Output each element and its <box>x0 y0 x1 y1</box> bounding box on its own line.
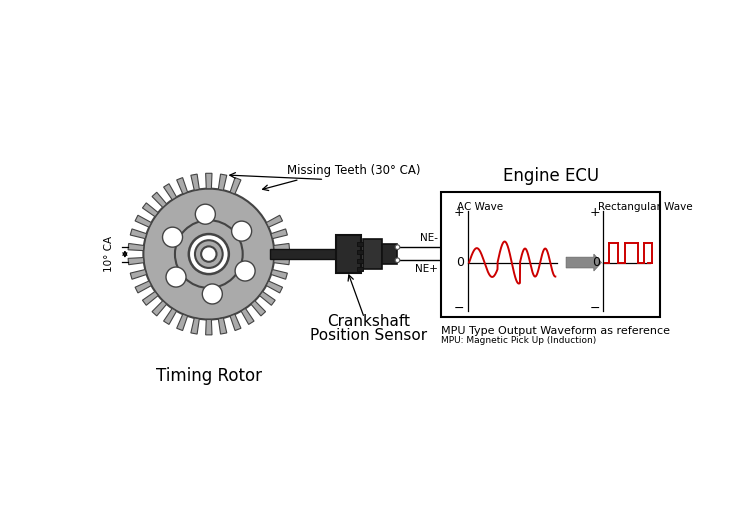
Bar <box>357 250 363 254</box>
Polygon shape <box>260 291 275 305</box>
Polygon shape <box>176 314 187 330</box>
Polygon shape <box>164 184 176 200</box>
Text: 0: 0 <box>592 256 600 269</box>
Circle shape <box>144 189 275 319</box>
Circle shape <box>202 284 222 304</box>
Circle shape <box>166 267 186 287</box>
Bar <box>441 193 660 317</box>
Polygon shape <box>152 301 167 316</box>
Text: 0: 0 <box>457 256 464 269</box>
Polygon shape <box>135 215 152 227</box>
Bar <box>336 235 361 274</box>
Circle shape <box>395 258 400 262</box>
Text: Position Sensor: Position Sensor <box>310 328 427 343</box>
Polygon shape <box>130 269 147 279</box>
Text: AC Wave: AC Wave <box>457 201 503 212</box>
Polygon shape <box>241 308 254 325</box>
Polygon shape <box>191 174 199 190</box>
Text: Engine ECU: Engine ECU <box>503 167 599 185</box>
Text: MPU Type Output Waveform as reference: MPU Type Output Waveform as reference <box>441 327 670 337</box>
Polygon shape <box>135 281 152 293</box>
Polygon shape <box>142 291 158 305</box>
Bar <box>357 242 363 246</box>
Polygon shape <box>230 314 241 330</box>
Circle shape <box>189 234 229 274</box>
Circle shape <box>195 240 222 268</box>
Polygon shape <box>191 318 199 334</box>
Circle shape <box>162 227 182 247</box>
Bar <box>357 267 363 271</box>
Circle shape <box>201 246 217 262</box>
FancyArrow shape <box>566 254 601 271</box>
Text: NE-: NE- <box>420 234 437 244</box>
Text: +: + <box>589 206 600 219</box>
Polygon shape <box>251 301 266 316</box>
Polygon shape <box>230 178 241 194</box>
Polygon shape <box>142 203 158 217</box>
Text: −: − <box>454 301 464 315</box>
Polygon shape <box>176 178 187 194</box>
Text: Timing Rotor: Timing Rotor <box>155 367 262 385</box>
Text: Missing Teeth (30° CA): Missing Teeth (30° CA) <box>287 164 421 177</box>
Text: Rectangular Wave: Rectangular Wave <box>598 201 693 212</box>
Polygon shape <box>266 215 283 227</box>
Polygon shape <box>274 258 289 265</box>
Polygon shape <box>205 173 212 189</box>
Polygon shape <box>274 244 289 250</box>
Text: Crankshaft: Crankshaft <box>327 314 410 329</box>
Polygon shape <box>205 319 212 335</box>
Circle shape <box>196 204 215 224</box>
Polygon shape <box>128 258 144 265</box>
Bar <box>363 239 382 269</box>
Circle shape <box>395 245 400 249</box>
Bar <box>382 244 397 264</box>
Text: +: + <box>454 206 464 219</box>
Polygon shape <box>271 269 287 279</box>
Circle shape <box>175 220 243 288</box>
Polygon shape <box>218 174 227 190</box>
Bar <box>357 259 363 262</box>
Circle shape <box>235 261 255 281</box>
Polygon shape <box>271 229 287 239</box>
Text: NE+: NE+ <box>414 264 437 274</box>
Polygon shape <box>152 192 167 207</box>
Bar <box>270 249 336 259</box>
Text: 10° CA: 10° CA <box>104 236 114 272</box>
Polygon shape <box>130 229 147 239</box>
Circle shape <box>231 221 251 241</box>
Text: MPU: Magnetic Pick Up (Induction): MPU: Magnetic Pick Up (Induction) <box>441 337 597 346</box>
Polygon shape <box>164 308 176 325</box>
Text: −: − <box>589 301 600 315</box>
Polygon shape <box>128 244 144 250</box>
Polygon shape <box>266 281 283 293</box>
Polygon shape <box>218 318 227 334</box>
